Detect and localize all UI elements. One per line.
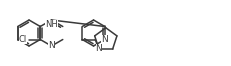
Text: N: N bbox=[101, 35, 108, 44]
Text: N: N bbox=[96, 44, 102, 53]
Text: Cl: Cl bbox=[19, 35, 27, 44]
Text: NH: NH bbox=[45, 20, 58, 29]
Text: N: N bbox=[48, 42, 55, 50]
